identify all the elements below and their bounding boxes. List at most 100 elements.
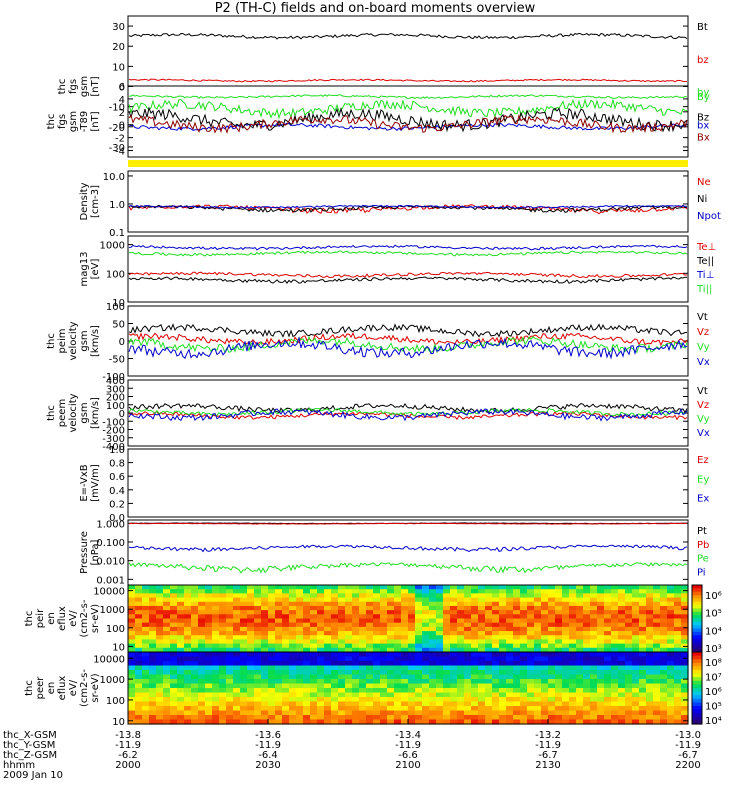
heatmap-cell <box>625 610 633 615</box>
heatmap-cell <box>142 622 150 628</box>
heatmap-cell <box>506 593 514 599</box>
y-tick-label: 10 <box>112 62 125 73</box>
heatmap-cell <box>198 597 206 603</box>
heatmap-cell <box>422 593 430 599</box>
heatmap-cell <box>394 715 402 721</box>
heatmap-cell <box>436 605 444 611</box>
heatmap-cell <box>142 701 150 707</box>
heatmap-cell <box>338 635 346 641</box>
heatmap-cell <box>135 710 143 716</box>
heatmap-cell <box>457 585 465 590</box>
heatmap-cell <box>198 652 206 658</box>
heatmap-cell <box>590 639 598 645</box>
heatmap-cell <box>548 697 556 703</box>
heatmap-cell <box>177 589 185 594</box>
heatmap-cell <box>674 715 682 721</box>
heatmap-cell <box>555 674 563 680</box>
heatmap-cell <box>296 605 304 611</box>
heatmap-cell <box>415 719 423 725</box>
heatmap-cell <box>128 585 136 590</box>
heatmap-cell <box>457 631 465 636</box>
heatmap-cell <box>268 688 276 694</box>
heatmap-cell <box>338 585 346 590</box>
heatmap-cell <box>485 610 493 615</box>
heatmap-cell <box>583 610 591 615</box>
heatmap-cell <box>471 647 479 653</box>
heatmap-cell <box>268 626 276 632</box>
y-tick-label: 10 <box>112 717 125 728</box>
heatmap-cell <box>436 635 444 641</box>
heatmap-cell <box>233 610 241 615</box>
heatmap-cell <box>478 639 486 645</box>
heatmap-cell <box>254 719 262 725</box>
heatmap-cell <box>653 614 661 620</box>
heatmap-cell <box>408 647 416 653</box>
heatmap-cell <box>646 597 654 603</box>
heatmap-cell <box>219 618 227 624</box>
heatmap-cell <box>464 601 472 607</box>
heatmap-cell <box>506 605 514 611</box>
heatmap-cell <box>317 597 325 603</box>
heatmap-cell <box>352 665 360 671</box>
heatmap-cell <box>296 622 304 628</box>
heatmap-cell <box>394 597 402 603</box>
heatmap-cell <box>359 585 367 590</box>
heatmap-cell <box>674 593 682 599</box>
heatmap-cell <box>555 639 563 645</box>
heatmap-cell <box>422 647 430 653</box>
y-axis-label: thc <box>24 611 35 627</box>
heatmap-cell <box>541 585 549 590</box>
heatmap-cell <box>471 631 479 636</box>
heatmap-cell <box>541 692 549 698</box>
heatmap-cell <box>583 635 591 641</box>
heatmap-cell <box>191 631 199 636</box>
heatmap-cell <box>457 683 465 689</box>
heatmap-cell <box>184 692 192 698</box>
heatmap-cell <box>660 679 668 685</box>
heatmap-cell <box>569 610 577 615</box>
heatmap-cell <box>359 706 367 712</box>
heatmap-cell <box>583 601 591 607</box>
heatmap-cell <box>254 697 262 703</box>
heatmap-cell <box>191 710 199 716</box>
heatmap-cell <box>653 715 661 721</box>
heatmap-cell <box>128 670 136 676</box>
series-line <box>128 94 688 99</box>
heatmap-cell <box>268 715 276 721</box>
heatmap-cell <box>632 622 640 628</box>
heatmap-cell <box>373 593 381 599</box>
heatmap-cell <box>268 683 276 689</box>
heatmap-cell <box>450 674 458 680</box>
heatmap-cell <box>331 622 339 628</box>
heatmap-cell <box>464 614 472 620</box>
heatmap-cell <box>548 635 556 641</box>
heatmap-cell <box>604 661 612 667</box>
heatmap-cell <box>429 679 437 685</box>
heatmap-cell <box>240 670 248 676</box>
heatmap-cell <box>205 605 213 611</box>
heatmap-cell <box>366 697 374 703</box>
y-tick-label: 0.001 <box>96 575 125 586</box>
heatmap-cell <box>520 679 528 685</box>
heatmap-cell <box>555 605 563 611</box>
heatmap-cell <box>149 719 157 725</box>
heatmap-cell <box>317 647 325 653</box>
heatmap-cell <box>422 692 430 698</box>
heatmap-cell <box>317 692 325 698</box>
heatmap-cell <box>625 661 633 667</box>
heatmap-cell <box>583 715 591 721</box>
heatmap-cell <box>639 610 647 615</box>
heatmap-cell <box>401 656 409 662</box>
colorbar-cell <box>692 695 702 700</box>
heatmap-cell <box>275 697 283 703</box>
heatmap-cell <box>212 674 220 680</box>
heatmap-cell <box>142 683 150 689</box>
heatmap-cell <box>163 719 171 725</box>
heatmap-cell <box>233 626 241 632</box>
heatmap-cell <box>303 674 311 680</box>
heatmap-cell <box>548 622 556 628</box>
heatmap-cell <box>163 661 171 667</box>
heatmap-cell <box>177 697 185 703</box>
heatmap-cell <box>135 589 143 594</box>
heatmap-cell <box>387 643 395 649</box>
